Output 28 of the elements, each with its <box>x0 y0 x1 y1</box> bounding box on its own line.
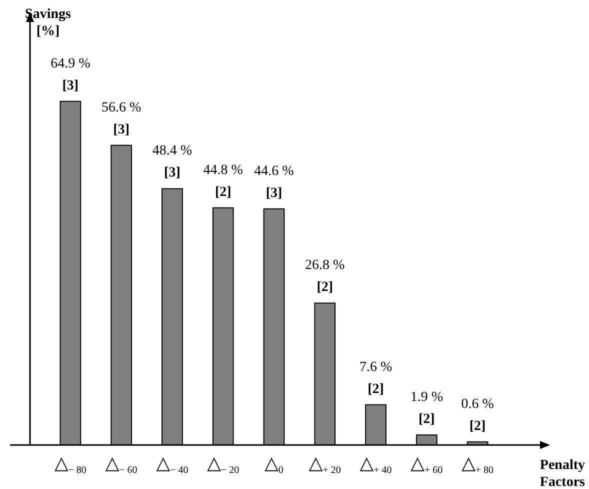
annotation: [3] <box>266 186 282 201</box>
data-label: 44.8 % <box>203 162 244 178</box>
annotation: [3] <box>164 166 180 181</box>
data-label: 64.9 % <box>50 56 91 72</box>
annotation: [2] <box>316 280 334 296</box>
data-label: 0.6 % <box>461 396 494 412</box>
x-tick-label: △$_{− 60}$ <box>105 453 138 476</box>
x-axis-title: Penalty Factors <box>540 458 586 489</box>
x-tick-label: △$_{− 20}$ <box>207 453 240 476</box>
data-label: 26.8 % <box>305 258 346 274</box>
data-label: 7.6 % <box>359 360 392 375</box>
x-tick-label: △$_{+ 60}$ <box>410 453 443 476</box>
x-tick-label: △$_{− 80}$ <box>54 453 86 476</box>
data-label: 1.9 % <box>410 390 444 405</box>
annotation: [2] <box>214 184 232 200</box>
x-tick-label: △$_{+ 20}$ <box>308 453 341 476</box>
annotation: [2] <box>418 412 435 427</box>
annotation: [2] <box>469 418 486 434</box>
data-label: 44.6 % <box>254 164 294 179</box>
annotation: [3] <box>113 122 130 138</box>
data-label: 56.6 % <box>101 100 142 116</box>
x-tick-label: △$_{− 40}$ <box>156 453 188 476</box>
annotation: [2] <box>368 382 384 397</box>
x-tick-label: △$_{+ 80}$ <box>462 453 494 476</box>
x-tick-label: △$_{0}$ <box>264 453 284 476</box>
x-tick-label: △$_{+ 40}$ <box>360 453 392 476</box>
annotation: [3] <box>62 78 79 94</box>
data-label: 48.4 % <box>152 144 192 159</box>
